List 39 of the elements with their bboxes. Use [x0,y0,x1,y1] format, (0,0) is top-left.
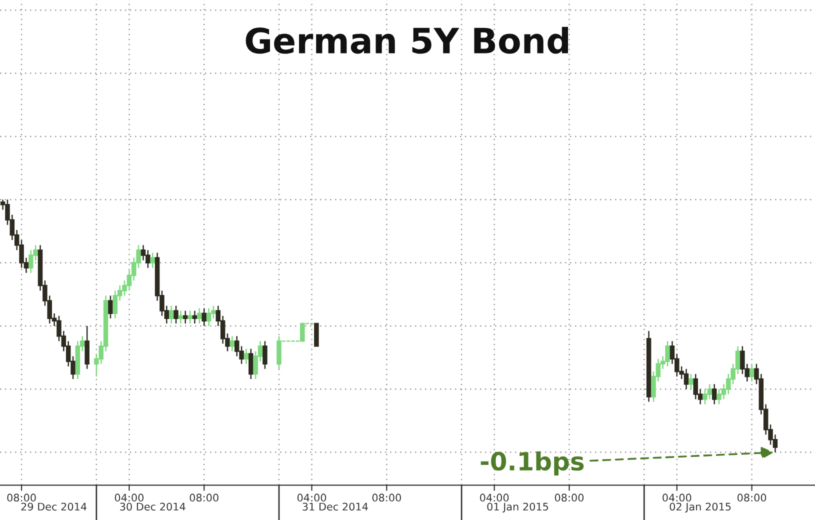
candlestick [188,310,192,324]
text: 31 Dec 2014 [302,502,368,511]
text: 29 Dec 2014 [21,502,86,511]
text: 30 Dec 2014 [120,502,186,511]
candlestick [108,295,113,320]
chart-title: German 5Y Bond [246,26,568,54]
candlestick [749,363,754,382]
x-tick-label: 04:00 [114,494,144,502]
candlestick [84,325,90,370]
candlestick [174,305,178,324]
candlestick [314,322,319,347]
candlestick [712,383,717,405]
candlestick [262,340,268,370]
x-tick-label: 08:00 [737,494,766,502]
text: 01 Jan 2015 [487,502,548,513]
candlestick [300,322,305,342]
candlestick [230,335,235,352]
candlestick [192,310,198,324]
candlestick [197,308,202,324]
candlestick [150,252,155,268]
x-tick-label: 08:00 [7,494,36,502]
candlestick [688,373,694,390]
candlestick [646,330,652,402]
x-tick-label: 08:00 [554,494,584,502]
candlestick [112,290,118,320]
x-tick-label: 04:00 [662,494,692,502]
candlestick [202,308,206,327]
candlestick [178,310,184,324]
x-tick-label: 04:00 [480,494,509,502]
x-tick-label: 04:00 [297,494,326,502]
annotation: -0.1bps [480,451,584,476]
x-tick-label: 08:00 [372,494,401,502]
candlestick [248,348,254,380]
candlestick [168,305,174,324]
x-tick-label: 08:00 [190,494,218,502]
candlestick [244,348,249,364]
text: 02 Jan 2015 [670,502,731,513]
candlestick [276,335,282,370]
candlestick [182,310,188,324]
